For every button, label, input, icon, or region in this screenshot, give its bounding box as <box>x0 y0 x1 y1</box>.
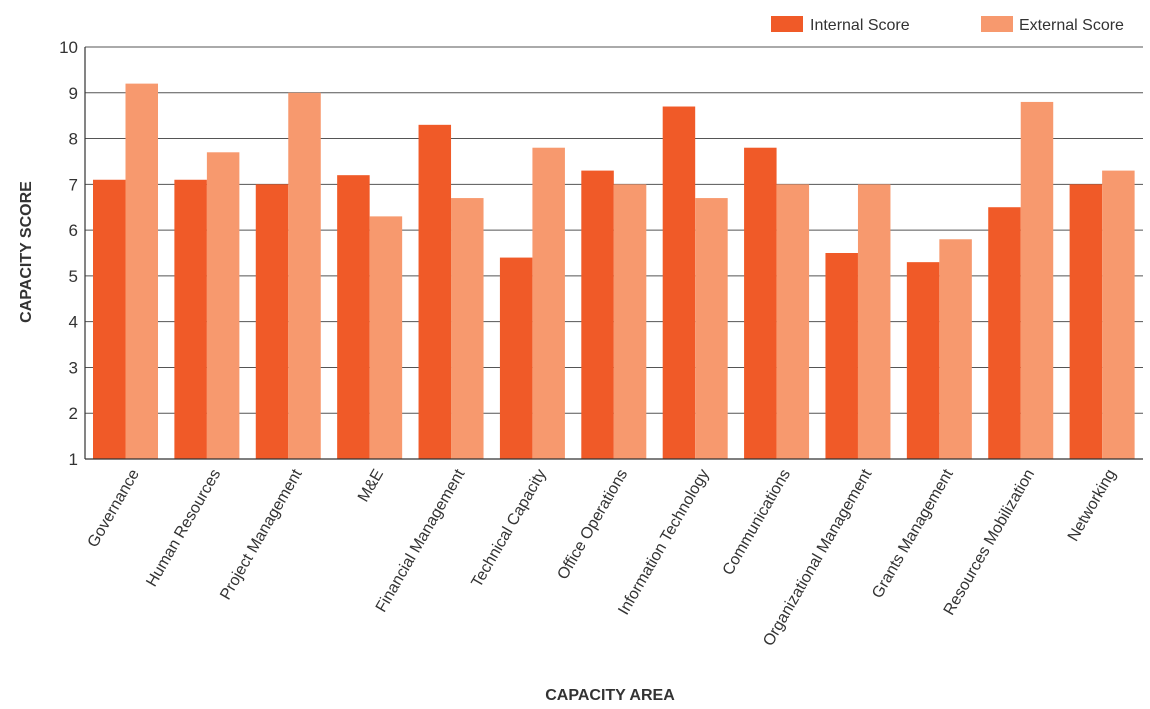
x-tick-label: Financial Management <box>373 466 469 615</box>
legend-label-internal: Internal Score <box>810 17 910 34</box>
bar-internal-score <box>93 179 126 459</box>
bar-internal-score <box>499 257 533 459</box>
legend-label-external: External Score <box>1019 17 1124 34</box>
bar-internal-score <box>662 106 696 459</box>
x-tick-label: Networking <box>1065 467 1120 545</box>
y-tick-label: 2 <box>69 404 78 423</box>
bar-internal-score <box>988 207 1021 459</box>
y-axis-title: CAPACITY SCORE <box>18 181 35 323</box>
bar-internal-score <box>418 124 452 460</box>
y-tick-label: 10 <box>59 38 78 57</box>
bar-internal-score <box>581 170 614 459</box>
legend: Internal Score External Score <box>771 16 1124 34</box>
y-tick-label: 6 <box>69 221 78 240</box>
bars <box>93 83 1135 460</box>
x-axis-title: CAPACITY AREA <box>545 687 675 704</box>
x-tick-label: Office Operations <box>554 467 631 583</box>
x-tick-label: M&E <box>355 467 387 506</box>
y-tick-label: 4 <box>69 313 78 332</box>
bar-internal-score <box>337 175 370 459</box>
bar-internal-score <box>255 184 289 460</box>
y-tick-label: 7 <box>69 175 78 194</box>
bar-external-score <box>939 239 972 459</box>
bar-internal-score <box>825 253 858 459</box>
bar-external-score <box>1102 170 1135 459</box>
bar-external-score <box>125 83 158 459</box>
bar-external-score <box>1020 101 1054 459</box>
x-tick-label: Communications <box>720 467 794 579</box>
y-tick-label: 5 <box>69 267 78 286</box>
y-tick-label: 8 <box>69 130 78 149</box>
legend-swatch-internal <box>771 16 803 32</box>
bar-external-score <box>613 184 647 460</box>
bar-internal-score <box>174 179 207 459</box>
axes <box>84 47 1143 460</box>
bar-external-score <box>857 184 891 460</box>
y-tick-labels: 1 2 3 4 5 6 7 8 9 10 <box>59 38 78 469</box>
bar-external-score <box>451 198 484 460</box>
y-tick-label: 1 <box>69 450 78 469</box>
x-tick-label: Project Management <box>217 466 306 603</box>
bar-external-score <box>288 92 321 460</box>
x-tick-label: Information Technology <box>615 467 712 619</box>
bar-internal-score <box>744 147 777 459</box>
x-tick-label: Technical Capacity <box>468 467 549 591</box>
bar-external-score <box>695 198 728 460</box>
x-tick-label: Resources Mobilization <box>941 467 1038 619</box>
bar-internal-score <box>1069 184 1103 460</box>
bar-external-score <box>532 147 565 459</box>
legend-swatch-external <box>981 16 1013 32</box>
x-tick-label: Human Resources <box>143 467 224 590</box>
x-tick-label: Grants Management <box>869 466 957 601</box>
bar-internal-score <box>906 262 940 459</box>
bar-external-score <box>206 152 240 460</box>
x-tick-label: Governance <box>85 466 143 550</box>
y-tick-label: 3 <box>69 358 78 377</box>
y-tick-label: 9 <box>69 84 78 103</box>
bar-external-score <box>369 216 403 459</box>
bar-external-score <box>776 184 810 460</box>
